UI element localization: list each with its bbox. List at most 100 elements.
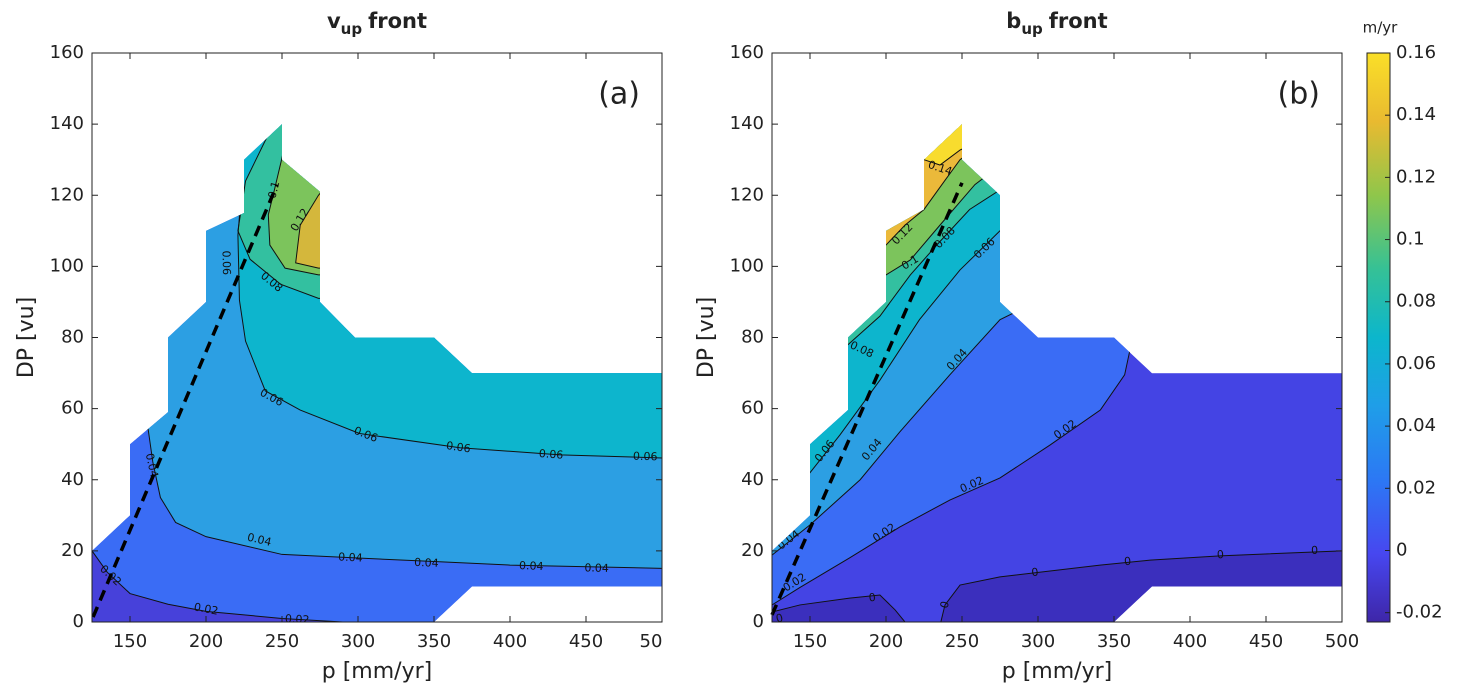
colorbar-tick-label: 0.14 — [1396, 104, 1436, 125]
y-tick-label: 20 — [741, 540, 764, 561]
contour-line — [772, 330, 1133, 610]
colorbar-tick-label: 0 — [1396, 539, 1407, 560]
x-tick-label: 300 — [341, 631, 375, 652]
dashed-line — [91, 184, 279, 618]
title-sub: up — [1021, 20, 1043, 38]
colorbar-tick-label: -0.02 — [1396, 602, 1443, 623]
contour-band — [772, 594, 906, 622]
title-main: b — [1006, 9, 1021, 33]
colorbar-ramp — [1366, 52, 1391, 623]
y-tick-label: 160 — [730, 42, 764, 63]
contour-label: 0 — [938, 600, 952, 610]
y-tick-label: 60 — [741, 398, 764, 419]
contour-band — [295, 124, 328, 269]
y-tick-label: 0 — [73, 611, 84, 632]
chart-title: bup front — [1006, 9, 1107, 38]
x-tick-label: 200 — [869, 631, 903, 652]
panel-label: (b) — [1278, 77, 1320, 112]
contour-label: 0.1 — [266, 180, 283, 200]
y-axis-label: DP [vu] — [694, 297, 719, 378]
y-tick-label: 40 — [61, 469, 84, 490]
colorbar-tick-label: 0.04 — [1396, 415, 1436, 436]
contour-label: 0 — [1311, 544, 1319, 557]
contour-label: 0 — [774, 611, 784, 625]
y-tick-label: 100 — [50, 255, 84, 276]
contour-label: 0.06 — [538, 447, 563, 462]
contour-label: 0.06 — [633, 450, 658, 464]
contour-label: 0.02 — [193, 600, 219, 617]
plots: 0.02 0.02 0.02 0.04 0.04 0.04 0.04 0.04 0.04 0.06… — [14, 9, 1443, 684]
title-rest: front — [368, 9, 427, 33]
x-tick-label: 200 — [189, 631, 223, 652]
contour-label: 0.04 — [414, 556, 439, 570]
contour-label: 0.04 — [584, 561, 609, 575]
contour-label: 0.04 — [338, 550, 363, 564]
contour-label: 0 — [868, 591, 876, 605]
colorbar-tick-label: 0.12 — [1396, 166, 1436, 187]
contour-line — [295, 187, 328, 269]
x-tick-label: 350 — [417, 631, 451, 652]
contour-label: 0.06 — [219, 250, 233, 275]
contour-line — [141, 401, 662, 570]
contour-band — [916, 124, 970, 166]
x-axis-label: p [mm/yr] — [1002, 659, 1112, 684]
contour-label: 0.06 — [445, 439, 471, 455]
contour-line — [92, 543, 662, 622]
x-tick-label: 250 — [945, 631, 979, 652]
x-tick-label: 250 — [265, 631, 299, 652]
colorbar: -0.02 0 0.02 0.04 0.06 0.08 0.1 0.12 0.14 0.16 m/y… — [1363, 19, 1443, 623]
contour-label: 0.04 — [519, 559, 544, 573]
x-tick-label: 450 — [1249, 631, 1283, 652]
y-tick-label: 0 — [753, 611, 764, 632]
title-rest: front — [1049, 9, 1108, 33]
x-tick-label: 150 — [793, 631, 827, 652]
x-tick-label: 350 — [1097, 631, 1131, 652]
contour-line — [267, 141, 328, 276]
panel-label: (a) — [598, 77, 640, 112]
contour-line — [840, 180, 1016, 346]
y-tick-label: 120 — [730, 184, 764, 205]
colorbar-tick-label: 0.16 — [1396, 42, 1436, 63]
dashed-line — [770, 182, 964, 616]
x-tick-label: 150 — [113, 631, 147, 652]
contour-line — [939, 550, 1342, 622]
contour-line — [794, 219, 1016, 488]
y-tick-label: 40 — [741, 469, 764, 490]
y-tick-label: 140 — [730, 113, 764, 134]
x-tick-label: 450 — [569, 631, 603, 652]
x-tick-label: 400 — [493, 631, 527, 652]
contour-band — [142, 124, 662, 569]
y-tick-label: 20 — [61, 540, 84, 561]
contour-line — [237, 124, 328, 299]
y-tick-label: 80 — [61, 327, 84, 348]
contour-label: 0 — [1124, 555, 1132, 569]
contour-label: 0.04 — [143, 452, 161, 479]
y-tick-label: 160 — [50, 42, 84, 63]
colorbar-label: m/yr — [1363, 19, 1399, 37]
contour-label: 0 — [1216, 548, 1224, 561]
contour-line — [772, 299, 1040, 562]
y-tick-label: 140 — [50, 113, 84, 134]
x-axis-label: p [mm/yr] — [322, 659, 432, 684]
y-tick-label: 120 — [50, 184, 84, 205]
contour-line — [772, 594, 907, 622]
title-sub: up — [341, 20, 363, 38]
contour-label: 0.04 — [246, 531, 273, 549]
y-tick-label: 100 — [730, 255, 764, 276]
x-tick-label: 300 — [1021, 631, 1055, 652]
y-tick-label: 80 — [741, 327, 764, 348]
y-tick-label: 60 — [61, 398, 84, 419]
contour-fills: 0.020.020.020.040.040.040.040.040.040.06… — [92, 124, 662, 626]
chart-title: vup front — [327, 9, 427, 38]
colorbar-tick-label: 0.1 — [1396, 229, 1425, 250]
colorbar-tick-label: 0.02 — [1396, 477, 1436, 498]
title-main: v — [327, 9, 341, 33]
x-tick-label: 400 — [1173, 631, 1207, 652]
contour-label: 0.02 — [285, 612, 310, 626]
x-tick-label: 500 — [1325, 631, 1359, 652]
contour-label: 0 — [1031, 566, 1039, 580]
y-axis-label: DP [vu] — [14, 297, 39, 378]
